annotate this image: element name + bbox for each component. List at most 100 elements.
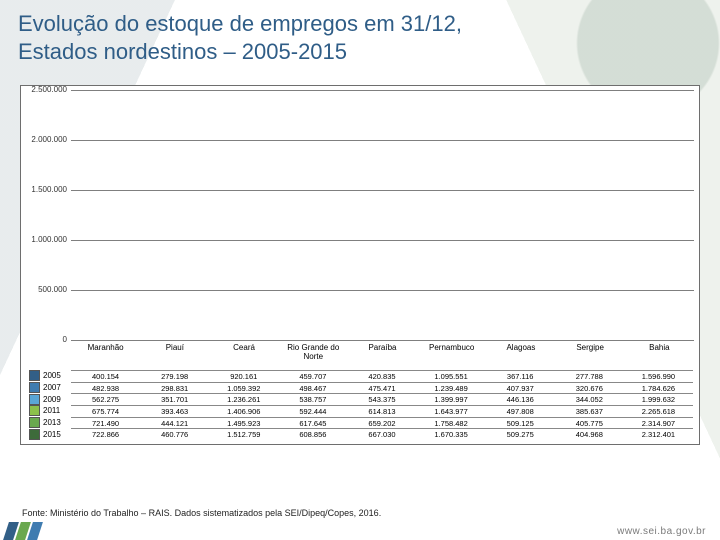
table-cell: 614.813 xyxy=(347,406,416,417)
legend-year: 2015 xyxy=(43,430,61,439)
data-table: 2005 2007 2009 2011 2013 2015 400.154279.1989… xyxy=(27,370,693,440)
table-cell: 2.312.401 xyxy=(624,429,693,440)
legend-swatch xyxy=(29,405,40,416)
legend-year: 2005 xyxy=(43,371,61,380)
x-label: Bahia xyxy=(625,344,694,369)
table-cell: 1.512.759 xyxy=(209,429,278,440)
x-label: Pernambuco xyxy=(417,344,486,369)
table-cell: 1.236.261 xyxy=(209,394,278,405)
table-cell: 344.052 xyxy=(555,394,624,405)
table-cell: 400.154 xyxy=(71,371,140,382)
source-text: Fonte: Ministério do Trabalho – RAIS. Da… xyxy=(22,508,381,518)
table-cell: 460.776 xyxy=(140,429,209,440)
legend-item: 2013 xyxy=(27,417,71,429)
table-cell: 1.399.997 xyxy=(417,394,486,405)
table-cell: 407.937 xyxy=(486,383,555,394)
table-cell: 1.643.977 xyxy=(417,406,486,417)
table-cell: 482.938 xyxy=(71,383,140,394)
table-cell: 1.495.923 xyxy=(209,418,278,429)
table-cell: 298.831 xyxy=(140,383,209,394)
table-cell: 444.121 xyxy=(140,418,209,429)
table-cell: 475.471 xyxy=(347,383,416,394)
table-cell: 1.784.626 xyxy=(624,383,693,394)
table-cell: 617.645 xyxy=(278,418,347,429)
table-cell: 920.161 xyxy=(209,371,278,382)
legend-item: 2005 xyxy=(27,370,71,382)
table-cell: 1.999.632 xyxy=(624,394,693,405)
table-cell: 1.758.482 xyxy=(417,418,486,429)
chart-container: 0500.0001.000.0001.500.0002.000.0002.500… xyxy=(20,85,700,445)
table-cell: 667.030 xyxy=(347,429,416,440)
title-line2: Estados nordestinos – 2005-2015 xyxy=(18,39,347,64)
table-row: 721.490444.1211.495.923617.645659.2021.7… xyxy=(71,417,693,429)
table-cell: 1.239.489 xyxy=(417,383,486,394)
table-cell: 608.856 xyxy=(278,429,347,440)
table-cell: 1.670.335 xyxy=(417,429,486,440)
table-row: 400.154279.198920.161459.707420.8351.095… xyxy=(71,370,693,382)
sei-logo xyxy=(3,522,55,540)
legend-swatch xyxy=(29,394,40,405)
legend-item: 2015 xyxy=(27,428,71,440)
table-cell: 1.059.392 xyxy=(209,383,278,394)
table-row: 675.774393.4631.406.906592.444614.8131.6… xyxy=(71,405,693,417)
x-label: Rio Grande do Norte xyxy=(279,344,348,369)
table-cell: 1.406.906 xyxy=(209,406,278,417)
table-cell: 721.490 xyxy=(71,418,140,429)
table-cell: 320.676 xyxy=(555,383,624,394)
table-cell: 277.788 xyxy=(555,371,624,382)
table-cell: 543.375 xyxy=(347,394,416,405)
x-label: Ceará xyxy=(209,344,278,369)
table-cell: 459.707 xyxy=(278,371,347,382)
legend-year: 2007 xyxy=(43,383,61,392)
table-cell: 498.467 xyxy=(278,383,347,394)
x-label: Alagoas xyxy=(486,344,555,369)
x-label: Piauí xyxy=(140,344,209,369)
title-line1: Evolução do estoque de empregos em 31/12… xyxy=(18,11,462,36)
legend-year: 2013 xyxy=(43,418,61,427)
table-cell: 509.125 xyxy=(486,418,555,429)
table-cell: 659.202 xyxy=(347,418,416,429)
table-cell: 385.637 xyxy=(555,406,624,417)
table-cell: 404.968 xyxy=(555,429,624,440)
table-cell: 592.444 xyxy=(278,406,347,417)
table-cell: 538.757 xyxy=(278,394,347,405)
legend-swatch xyxy=(29,382,40,393)
x-axis-categories: MaranhãoPiauíCearáRio Grande do NortePar… xyxy=(71,344,694,369)
table-row: 482.938298.8311.059.392498.467475.4711.2… xyxy=(71,382,693,394)
table-cell: 367.116 xyxy=(486,371,555,382)
legend-year: 2009 xyxy=(43,395,61,404)
plot-area: 0500.0001.000.0001.500.0002.000.0002.500… xyxy=(71,91,694,341)
table-cell: 405.775 xyxy=(555,418,624,429)
x-label: Paraíba xyxy=(348,344,417,369)
table-row: 562.275351.7011.236.261538.757543.3751.3… xyxy=(71,393,693,405)
legend-swatch xyxy=(29,370,40,381)
table-cell: 675.774 xyxy=(71,406,140,417)
table-cell: 1.095.551 xyxy=(417,371,486,382)
table-cell: 1.596.990 xyxy=(624,371,693,382)
table-cell: 393.463 xyxy=(140,406,209,417)
x-label: Sergipe xyxy=(556,344,625,369)
legend-column: 2005 2007 2009 2011 2013 2015 xyxy=(27,370,71,440)
legend-swatch xyxy=(29,417,40,428)
table-cell: 420.835 xyxy=(347,371,416,382)
legend-swatch xyxy=(29,429,40,440)
footer: www.sei.ba.gov.br xyxy=(0,522,720,540)
legend-item: 2007 xyxy=(27,382,71,394)
table-cell: 446.136 xyxy=(486,394,555,405)
legend-item: 2009 xyxy=(27,393,71,405)
x-label: Maranhão xyxy=(71,344,140,369)
table-cell: 279.198 xyxy=(140,371,209,382)
table-cell: 351.701 xyxy=(140,394,209,405)
table-cell: 2.265.618 xyxy=(624,406,693,417)
table-cell: 562.275 xyxy=(71,394,140,405)
table-cell: 722.866 xyxy=(71,429,140,440)
footer-url: www.sei.ba.gov.br xyxy=(617,526,706,537)
table-cell: 2.314.907 xyxy=(624,418,693,429)
table-cell: 497.808 xyxy=(486,406,555,417)
slide-title: Evolução do estoque de empregos em 31/12… xyxy=(18,10,580,65)
table-cell: 509.275 xyxy=(486,429,555,440)
table-row: 722.866460.7761.512.759608.856667.0301.6… xyxy=(71,428,693,440)
data-columns: 400.154279.198920.161459.707420.8351.095… xyxy=(71,370,693,440)
legend-year: 2011 xyxy=(43,406,60,415)
legend-item: 2011 xyxy=(27,405,71,417)
